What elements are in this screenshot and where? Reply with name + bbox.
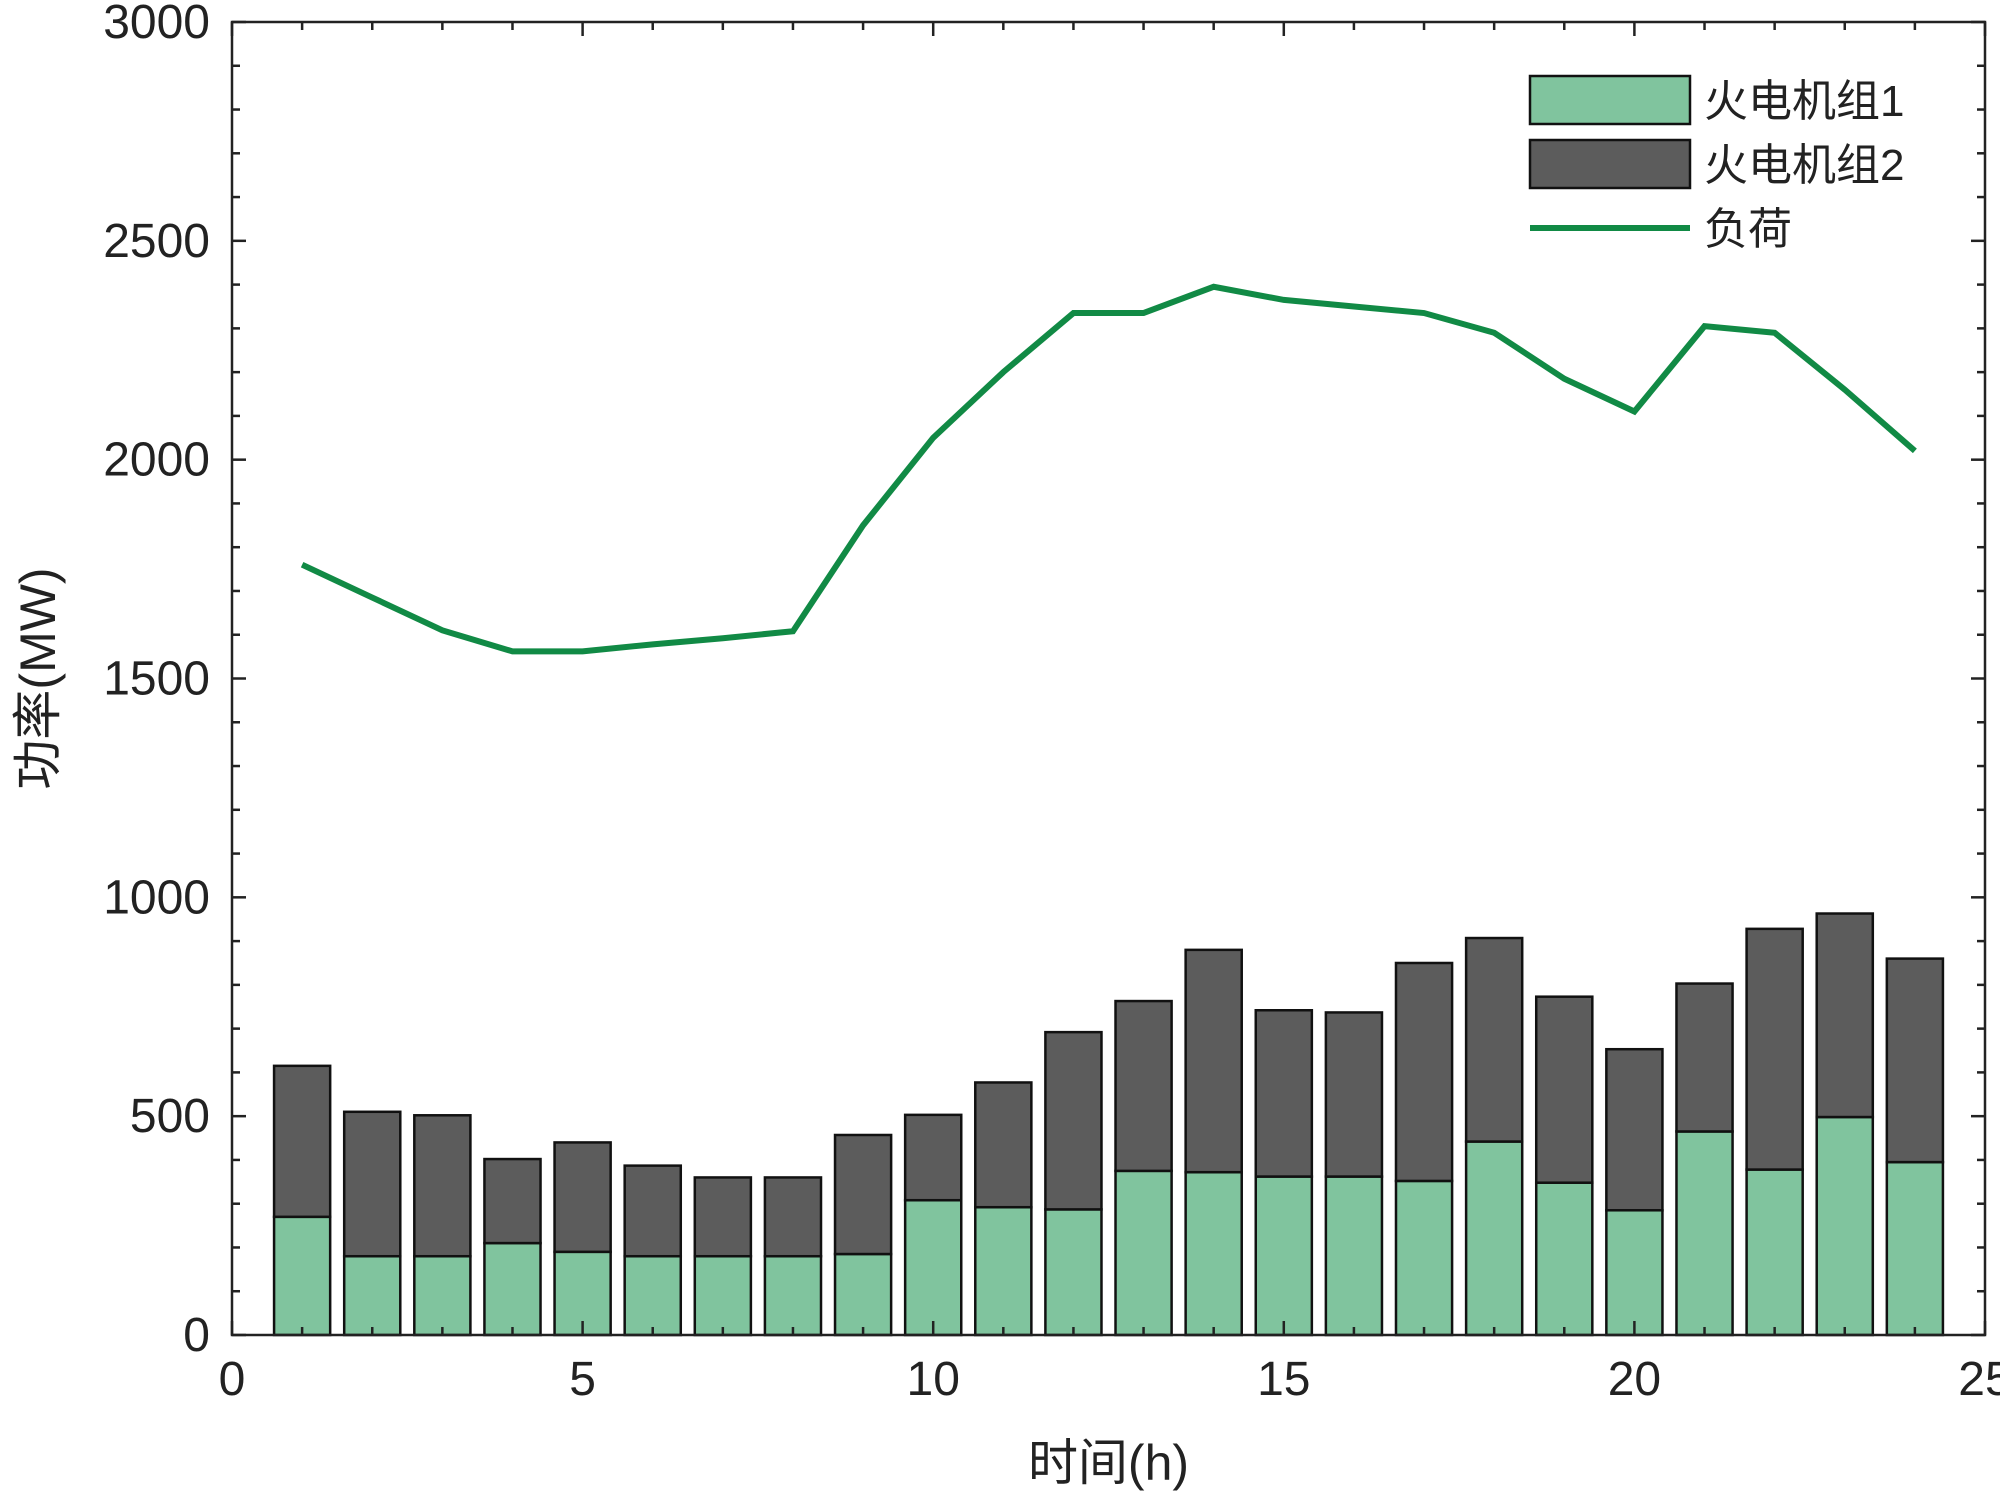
bar-1-h23 <box>1815 1115 1875 1337</box>
bar-2-h7 <box>693 1176 753 1258</box>
bar-1-h7 <box>693 1254 753 1337</box>
bar-2-h1 <box>272 1064 332 1219</box>
y-tick-label: 0 <box>183 1309 210 1362</box>
bar-1-h6 <box>623 1254 683 1337</box>
bar-1-h20 <box>1605 1209 1664 1337</box>
bar-2-h13 <box>1114 999 1173 1173</box>
bar-1-h22 <box>1745 1168 1804 1337</box>
bar-1-h1 <box>272 1215 332 1337</box>
bar-1-h19 <box>1534 1181 1594 1337</box>
legend-label-2: 火电机组2 <box>1704 141 1904 190</box>
bar-1-h9 <box>833 1252 893 1337</box>
y-tick-label: 2000 <box>103 434 210 487</box>
bar-2-h19 <box>1534 995 1594 1184</box>
x-tick-label: 15 <box>1257 1353 1310 1406</box>
bar-1-h4 <box>483 1241 542 1337</box>
x-axis-title: 时间(h) <box>1028 1435 1189 1491</box>
x-tick-label: 10 <box>907 1353 960 1406</box>
bar-1-h24 <box>1885 1160 1945 1337</box>
bar-1-h13 <box>1114 1169 1173 1337</box>
legend-label-3: 负荷 <box>1704 205 1792 254</box>
bar-2-h10 <box>903 1113 963 1202</box>
bar-1-h11 <box>974 1205 1033 1337</box>
x-tick-label: 5 <box>569 1353 596 1406</box>
y-tick-label: 2500 <box>103 215 210 268</box>
y-tick-label: 3000 <box>103 0 210 49</box>
bar-1-h12 <box>1044 1208 1103 1337</box>
x-tick-label: 0 <box>219 1353 246 1406</box>
bar-2-h6 <box>623 1164 683 1258</box>
bar-2-h18 <box>1464 936 1524 1143</box>
x-tick-label: 20 <box>1608 1353 1661 1406</box>
legend-swatch-2 <box>1528 138 1692 190</box>
bars-layer <box>272 912 1945 1337</box>
ticks-layer: 0 500 1000 1500 2000 2500 3000 0 5 10 15 20 25 <box>103 0 2000 1406</box>
bar-1-h15 <box>1254 1175 1314 1337</box>
bar-1-h16 <box>1324 1175 1384 1337</box>
bar-2-h3 <box>413 1114 472 1258</box>
y-tick-label: 1500 <box>103 653 210 706</box>
legend-label-1: 火电机组1 <box>1704 77 1904 126</box>
legend-swatch-1 <box>1528 74 1692 126</box>
bar-2-h8 <box>763 1176 823 1258</box>
bar-2-h2 <box>342 1110 402 1258</box>
bar-2-h4 <box>483 1157 542 1245</box>
bar-1-h18 <box>1464 1140 1524 1337</box>
bar-2-h11 <box>974 1081 1033 1209</box>
bar-2-h17 <box>1394 961 1454 1183</box>
line-layer <box>300 283 1917 655</box>
legend: 火电机组1 火电机组2 负荷 <box>1528 74 1904 254</box>
bar-2-h21 <box>1675 982 1734 1133</box>
bar-2-h5 <box>553 1141 612 1254</box>
bar-2-h9 <box>833 1133 893 1256</box>
bar-1-h3 <box>413 1254 472 1337</box>
y-tick-label: 500 <box>130 1090 210 1143</box>
bar-1-h8 <box>763 1254 823 1337</box>
x-tick-label: 25 <box>1958 1353 2000 1406</box>
load-line <box>300 283 1917 655</box>
bar-2-h20 <box>1605 1047 1664 1212</box>
bar-1-h14 <box>1184 1170 1243 1337</box>
bar-1-h10 <box>903 1198 963 1337</box>
bar-2-h14 <box>1184 948 1243 1174</box>
bar-2-h15 <box>1254 1009 1314 1178</box>
bar-2-h22 <box>1745 927 1804 1171</box>
bar-2-h23 <box>1815 912 1875 1119</box>
bar-1-h21 <box>1675 1130 1734 1337</box>
bar-1-h17 <box>1394 1179 1454 1337</box>
y-tick-label: 1000 <box>103 871 210 924</box>
bar-2-h16 <box>1324 1011 1384 1178</box>
bar-2-h12 <box>1044 1030 1103 1211</box>
bar-2-h24 <box>1885 957 1945 1164</box>
bar-1-h2 <box>342 1254 402 1337</box>
y-axis-title: 功率(MW) <box>10 567 66 789</box>
